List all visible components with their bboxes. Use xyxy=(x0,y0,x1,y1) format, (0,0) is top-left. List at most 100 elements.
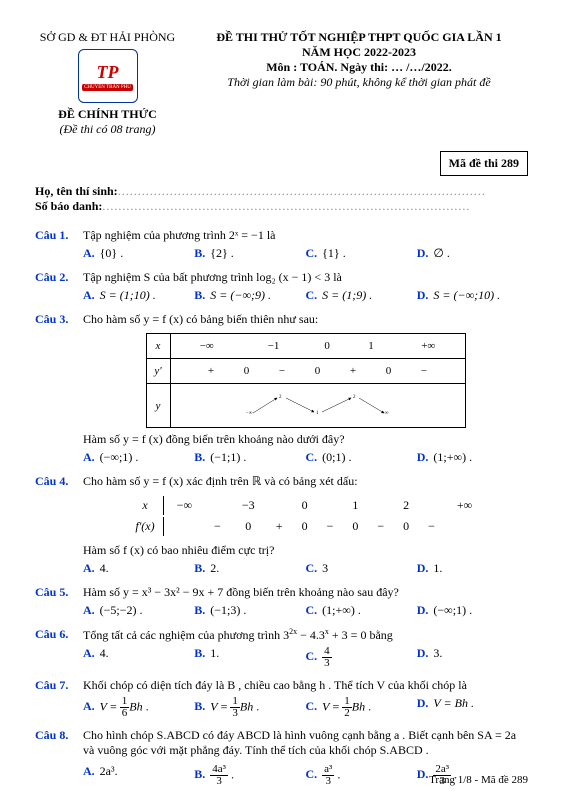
q2-body: Tập nghiệm S của bất phương trình log₂ (… xyxy=(83,270,528,303)
q3-x-lbl: x xyxy=(156,340,161,352)
q6-body: Tổng tất cả các nghiệm của phương trình … xyxy=(83,627,528,669)
logo-tag: CHUYÊN TRẦN PHÚ xyxy=(82,84,133,91)
q6-d-text: 3. xyxy=(433,646,442,660)
q4-after: Hàm số f (x) có bao nhiêu điểm cực trị? xyxy=(83,543,528,558)
q7-c: C. V = 12Bh . xyxy=(306,696,417,719)
question-4: Câu 4. Cho hàm số y = f (x) xác định trê… xyxy=(35,474,528,576)
q1-opts: A. {0} . B. {2} . C. {1} . D. ∅ . xyxy=(83,246,528,261)
q3-x-5: +∞ xyxy=(394,338,463,354)
q8-num: Câu 8. xyxy=(35,728,83,787)
q6-opts: A. 4. B. 1. C. 43 D. 3. xyxy=(83,646,528,669)
q3-x-4: 1 xyxy=(350,338,392,354)
q4-x-4: 1 xyxy=(344,496,367,515)
question-1: Câu 1. Tập nghiệm của phương trình 2ˣ = … xyxy=(35,228,528,261)
q4-c: C. 3 xyxy=(306,561,417,576)
svg-text:−∞: −∞ xyxy=(246,411,253,415)
logo-icon: TP CHUYÊN TRẦN PHÚ xyxy=(78,49,138,103)
q3-b-text: (−1;1) . xyxy=(210,450,246,464)
q2-d-text: S = (−∞;10) . xyxy=(433,288,500,302)
q2-a-text: S = (1;10) . xyxy=(100,288,156,302)
q6-pre: Tổng tất cả các nghiệm của phương trình … xyxy=(83,628,289,642)
time-text: Thời gian làm bài: 90 phút, không kể thờ… xyxy=(227,75,490,89)
page-footer: Trang 1/8 - Mã đề 289 xyxy=(429,774,528,786)
q6-b: B. 1. xyxy=(194,646,305,669)
q1-a: A. {0} . xyxy=(83,246,194,261)
q3-d-text: (1;+∞) . xyxy=(433,450,472,464)
q4-x-3: 0 xyxy=(293,496,316,515)
id-row: Số báo danh:............................… xyxy=(35,199,528,214)
q3-b: B. (−1;1) . xyxy=(194,450,305,465)
q5-a: A. (−5;−2) . xyxy=(83,603,194,618)
q3-table: x −∞ −1 0 1 +∞ y' + 0 xyxy=(146,333,466,428)
q4-fp-7: − xyxy=(369,517,393,536)
svg-text:1: 1 xyxy=(316,411,319,415)
name-label: Họ, tên thí sinh: xyxy=(35,184,118,198)
q7-num: Câu 7. xyxy=(35,678,83,719)
svg-text:2: 2 xyxy=(353,395,356,400)
q7-b: B. V = 13Bh . xyxy=(194,696,305,719)
q5-b: B. (−1;3) . xyxy=(194,603,305,618)
q4-a-text: 4. xyxy=(100,561,109,575)
q7-a: A. V = 16Bh . xyxy=(83,696,194,719)
q4-b-text: 2. xyxy=(210,561,219,575)
q5-b-text: (−1;3) . xyxy=(210,603,246,617)
subject-line: Môn : TOÁN. Ngày thi: … /…/2022. xyxy=(190,60,528,75)
q4-b: B. 2. xyxy=(194,561,305,576)
q4-fp-3: + xyxy=(267,517,291,536)
svg-text:−∞: −∞ xyxy=(382,411,389,415)
q3-x-row: x −∞ −1 0 1 +∞ xyxy=(146,334,465,359)
q4-d: D. 1. xyxy=(417,561,528,576)
q3-num: Câu 3. xyxy=(35,312,83,465)
q4-num: Câu 4. xyxy=(35,474,83,576)
q2-b-text: S = (−∞;9) . xyxy=(210,288,271,302)
q4-opts: A. 4. B. 2. C. 3 D. 1. xyxy=(83,561,528,576)
q5-d-text: (−∞;1) . xyxy=(433,603,472,617)
question-6: Câu 6. Tổng tất cả các nghiệm của phương… xyxy=(35,627,528,669)
q3-yp-6: 0 xyxy=(372,363,405,379)
q2-opts: A. S = (1;10) . B. S = (−∞;9) . C. S = (… xyxy=(83,288,528,303)
q8-b-d: 3 xyxy=(210,776,228,787)
dots-2: ........................................… xyxy=(102,199,470,213)
svg-text:2: 2 xyxy=(279,395,282,400)
q4-x-1: −∞ xyxy=(166,496,204,515)
q3-arrows-icon: 2 2 1 −∞ −∞ xyxy=(171,393,465,415)
q1-b-text: {2} . xyxy=(210,246,234,260)
q8-a: A. 2a³. xyxy=(83,764,194,787)
q4-fp-6: 0 xyxy=(344,517,367,536)
q7-d: D. V = Bh . xyxy=(417,696,528,719)
q1-d: D. ∅ . xyxy=(417,246,528,261)
q3-opts: A. (−∞;1) . B. (−1;1) . C. (0;1) . D. (1… xyxy=(83,450,528,465)
q1-num: Câu 1. xyxy=(35,228,83,261)
q4-x-5: 2 xyxy=(395,496,418,515)
exam-code: Mã đề thi 289 xyxy=(440,151,528,176)
q3-a: A. (−∞;1) . xyxy=(83,450,194,465)
q2-num: Câu 2. xyxy=(35,270,83,303)
q4-a: A. 4. xyxy=(83,561,194,576)
q3-d: D. (1;+∞) . xyxy=(417,450,528,465)
q8-c-d: 3 xyxy=(322,776,334,787)
q2-c-text: S = (1;9) . xyxy=(322,288,372,302)
q3-yp-5: + xyxy=(336,363,370,379)
subject: Môn : TOÁN. Ngày thi: … /…/2022. xyxy=(266,60,452,74)
q7-opts: A. V = 16Bh . B. V = 13Bh . C. V = 12Bh … xyxy=(83,696,528,719)
q1-c-text: {1} . xyxy=(322,246,346,260)
q5-opts: A. (−5;−2) . B. (−1;3) . C. (1;+∞) . D. … xyxy=(83,603,528,618)
q3-yp-7: − xyxy=(407,363,441,379)
q3-x-1: −∞ xyxy=(173,338,241,354)
q3-after: Hàm số y = f (x) đồng biến trên khoảng n… xyxy=(83,432,528,447)
q4-c-text: 3 xyxy=(322,561,328,575)
q4-fp-9: − xyxy=(419,517,443,536)
q5-d: D. (−∞;1) . xyxy=(417,603,528,618)
q6-b-text: 1. xyxy=(210,646,219,660)
q6-a-text: 4. xyxy=(100,646,109,660)
header-right: ĐỀ THI THỬ TỐT NGHIỆP THPT QUỐC GIA LẦN … xyxy=(190,30,528,137)
q4-body: Cho hàm số y = f (x) xác định trên ℝ và … xyxy=(83,474,528,576)
q1-d-text: ∅ . xyxy=(433,246,449,260)
q3-text: Cho hàm số y = f (x) có bảng biến thiên … xyxy=(83,312,528,327)
q4-fp-2: 0 xyxy=(231,517,265,536)
q6-mid: − 4.3 xyxy=(297,628,325,642)
official-label: ĐỀ CHÍNH THỨC xyxy=(35,107,180,122)
q3-yp-3: − xyxy=(265,363,299,379)
q4-fp-lbl: f'(x) xyxy=(135,519,154,533)
q2-b: B. S = (−∞;9) . xyxy=(194,288,305,303)
